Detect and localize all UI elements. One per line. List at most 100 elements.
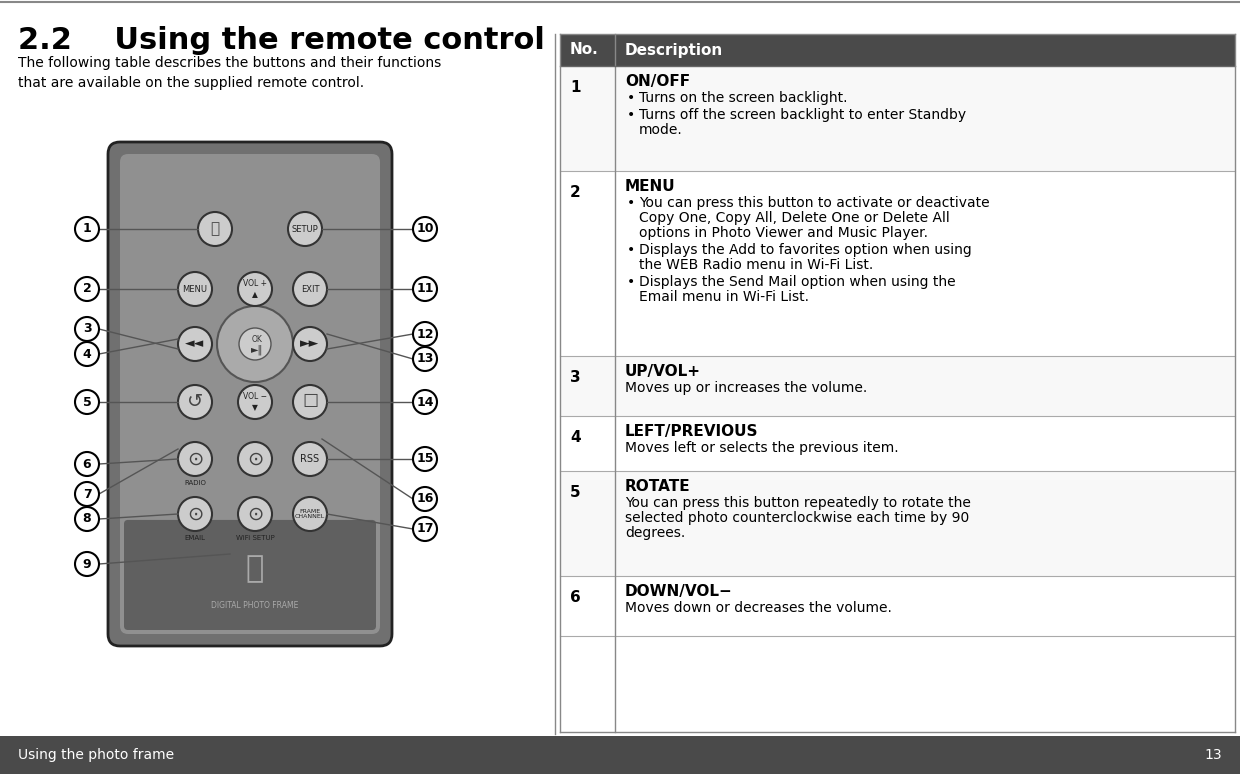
FancyBboxPatch shape: [560, 416, 1235, 471]
Text: EMAIL: EMAIL: [185, 535, 206, 541]
Circle shape: [74, 342, 99, 366]
Text: 8: 8: [83, 512, 92, 526]
Text: 16: 16: [417, 492, 434, 505]
Circle shape: [238, 442, 272, 476]
Circle shape: [413, 217, 436, 241]
Text: Displays the Send Mail option when using the: Displays the Send Mail option when using…: [639, 275, 956, 289]
Text: 4: 4: [570, 430, 580, 445]
Text: UP/VOL+: UP/VOL+: [625, 364, 701, 379]
Text: 11: 11: [417, 283, 434, 296]
Circle shape: [74, 482, 99, 506]
Text: 2: 2: [570, 185, 580, 200]
Text: ON/OFF: ON/OFF: [625, 74, 691, 89]
Text: mode.: mode.: [639, 123, 683, 137]
Circle shape: [293, 497, 327, 531]
Text: the WEB Radio menu in Wi-Fi List.: the WEB Radio menu in Wi-Fi List.: [639, 258, 873, 272]
Text: DIGITAL PHOTO FRAME: DIGITAL PHOTO FRAME: [211, 601, 299, 611]
Text: Copy One, Copy All, Delete One or Delete All: Copy One, Copy All, Delete One or Delete…: [639, 211, 950, 225]
Circle shape: [179, 385, 212, 419]
FancyBboxPatch shape: [560, 34, 1235, 66]
Text: •: •: [627, 275, 635, 289]
Circle shape: [74, 452, 99, 476]
Text: 13: 13: [1204, 748, 1221, 762]
Circle shape: [413, 347, 436, 371]
Text: Displays the Add to favorites option when using: Displays the Add to favorites option whe…: [639, 243, 972, 257]
Text: ►‖: ►‖: [250, 344, 263, 355]
Text: You can press this button repeatedly to rotate the: You can press this button repeatedly to …: [625, 496, 971, 510]
Text: 12: 12: [417, 327, 434, 341]
Circle shape: [74, 390, 99, 414]
Circle shape: [238, 385, 272, 419]
Circle shape: [179, 442, 212, 476]
Text: The following table describes the buttons and their functions
that are available: The following table describes the button…: [19, 56, 441, 90]
Text: 2.2    Using the remote control: 2.2 Using the remote control: [19, 26, 544, 55]
Text: •: •: [627, 243, 635, 257]
Text: Using the photo frame: Using the photo frame: [19, 748, 174, 762]
FancyBboxPatch shape: [560, 66, 1235, 171]
Circle shape: [238, 497, 272, 531]
FancyBboxPatch shape: [560, 576, 1235, 636]
Text: RSS: RSS: [300, 454, 320, 464]
FancyBboxPatch shape: [0, 736, 1240, 774]
Text: 7: 7: [83, 488, 92, 501]
Text: 1: 1: [570, 80, 580, 95]
Text: 6: 6: [570, 590, 580, 605]
Text: WiFi SETUP: WiFi SETUP: [236, 535, 274, 541]
Text: No.: No.: [570, 43, 599, 57]
Text: 3: 3: [83, 323, 92, 335]
Circle shape: [74, 277, 99, 301]
Text: ⊙: ⊙: [187, 505, 203, 523]
FancyBboxPatch shape: [124, 520, 376, 630]
Circle shape: [413, 447, 436, 471]
Circle shape: [293, 327, 327, 361]
Text: MENU: MENU: [625, 179, 676, 194]
Text: MENU: MENU: [182, 285, 207, 293]
Text: •: •: [627, 196, 635, 210]
Circle shape: [238, 272, 272, 306]
Text: •: •: [627, 91, 635, 105]
FancyBboxPatch shape: [108, 142, 392, 646]
Circle shape: [217, 306, 293, 382]
Text: SETUP: SETUP: [291, 224, 319, 234]
Text: ►►: ►►: [300, 337, 320, 351]
Circle shape: [198, 212, 232, 246]
Text: ↺: ↺: [187, 392, 203, 412]
FancyBboxPatch shape: [560, 171, 1235, 356]
Text: ◄◄: ◄◄: [185, 337, 205, 351]
Circle shape: [413, 517, 436, 541]
Circle shape: [293, 385, 327, 419]
FancyBboxPatch shape: [560, 356, 1235, 416]
Text: Ⓜ: Ⓜ: [246, 554, 264, 584]
Circle shape: [74, 507, 99, 531]
Text: You can press this button to activate or deactivate: You can press this button to activate or…: [639, 196, 990, 210]
Text: ⊙: ⊙: [247, 505, 263, 523]
Circle shape: [179, 272, 212, 306]
Text: selected photo counterclockwise each time by 90: selected photo counterclockwise each tim…: [625, 511, 970, 525]
Text: •: •: [627, 108, 635, 122]
Text: Moves left or selects the previous item.: Moves left or selects the previous item.: [625, 441, 899, 455]
Text: 9: 9: [83, 557, 92, 570]
Circle shape: [74, 217, 99, 241]
Circle shape: [413, 390, 436, 414]
Text: options in Photo Viewer and Music Player.: options in Photo Viewer and Music Player…: [639, 226, 928, 240]
Text: 4: 4: [83, 348, 92, 361]
Text: 2: 2: [83, 283, 92, 296]
Circle shape: [413, 487, 436, 511]
Text: Moves up or increases the volume.: Moves up or increases the volume.: [625, 381, 867, 395]
Text: 10: 10: [417, 222, 434, 235]
Circle shape: [74, 317, 99, 341]
Text: 14: 14: [417, 396, 434, 409]
Text: degrees.: degrees.: [625, 526, 686, 540]
Text: DOWN/VOL−: DOWN/VOL−: [625, 584, 733, 599]
Text: ☐: ☐: [301, 393, 319, 411]
Circle shape: [179, 327, 212, 361]
Text: 3: 3: [570, 370, 580, 385]
Text: 5: 5: [570, 485, 580, 500]
Circle shape: [293, 272, 327, 306]
Text: ROTATE: ROTATE: [625, 479, 691, 494]
Text: Turns off the screen backlight to enter Standby: Turns off the screen backlight to enter …: [639, 108, 966, 122]
Text: ⊙: ⊙: [247, 450, 263, 468]
FancyBboxPatch shape: [560, 471, 1235, 576]
Text: 15: 15: [417, 453, 434, 465]
Text: Moves down or decreases the volume.: Moves down or decreases the volume.: [625, 601, 892, 615]
